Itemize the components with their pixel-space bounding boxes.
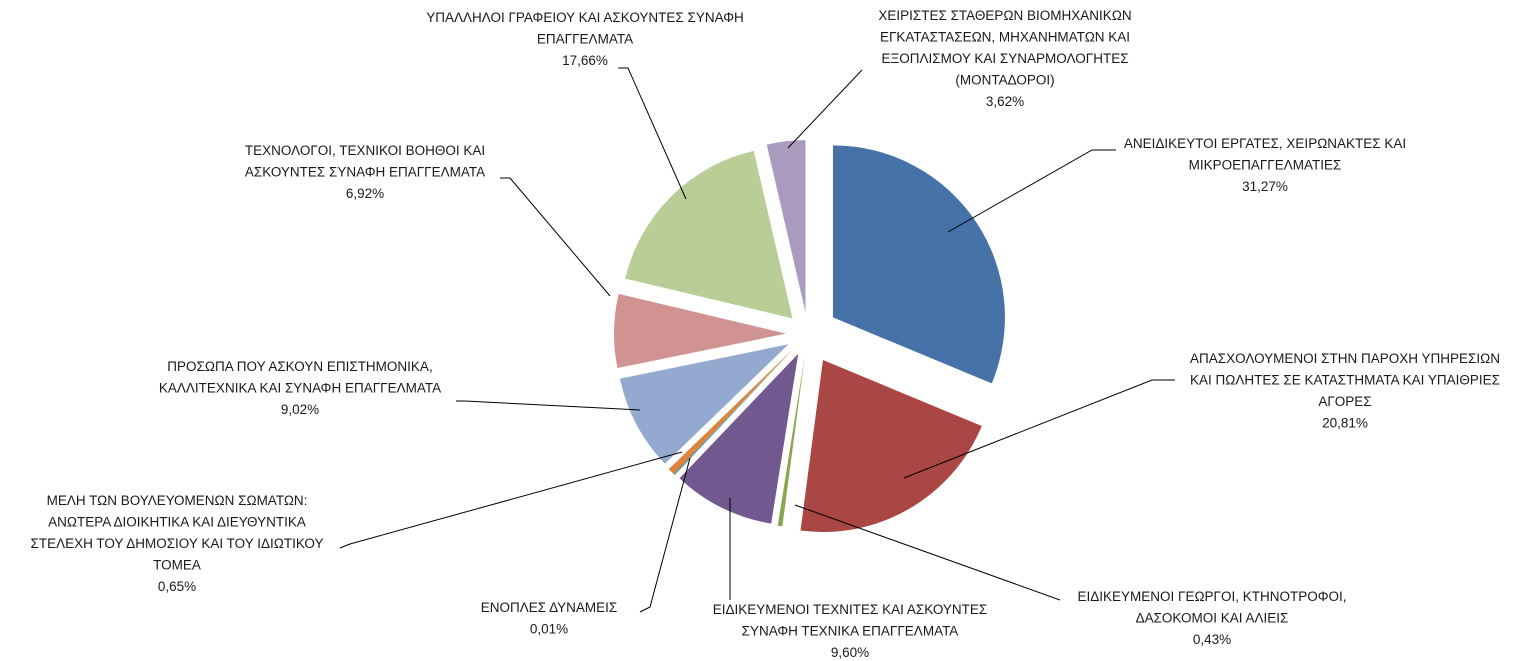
slice-value-label: 6,92% <box>346 186 384 201</box>
pie-slice <box>777 355 805 527</box>
leader-line <box>500 177 611 297</box>
slice-category-label: ΑΓΟΡΕΣ <box>1318 394 1371 409</box>
pie-slice <box>620 344 789 464</box>
slice-category-label: ΑΝΕΙΔΙΚΕΥΤΟΙ ΕΡΓΑΤΕΣ, ΧΕΙΡΩΝΑΚΤΕΣ ΚΑΙ <box>1124 136 1406 151</box>
leader-lines <box>339 67 1175 613</box>
pie-slice <box>679 353 799 524</box>
slice-value-label: 20,81% <box>1322 416 1368 431</box>
slice-category-label: ΚΑΛΛΙΤΕΧΝΙΚΑ ΚΑΙ ΣΥΝΑΦΗ ΕΠΑΓΓΕΛΜΑΤΑ <box>159 381 441 396</box>
leader-line <box>339 451 683 549</box>
slice-label: ΕΙΔΙΚΕΥΜΕΝΟΙ ΤΕΧΝΙΤΕΣ ΚΑΙ ΑΣΚΟΥΝΤΕΣ ΣΥΝΑΦ… <box>713 602 988 660</box>
leader-line <box>639 457 691 613</box>
slice-category-label: ΤΕΧΝΟΛΟΓΟΙ, ΤΕΧΝΙΚΟΙ ΒΟΗΘΟΙ ΚΑΙ <box>245 143 485 158</box>
slice-category-label: ΔΑΣΟΚΟΜΟΙ ΚΑΙ ΑΛΙΕΙΣ <box>1136 611 1289 626</box>
slice-category-label: ΕΞΟΠΛΙΣΜΟΥ ΚΑΙ ΣΥΝΑΡΜΟΛΟΓΗΤΕΣ <box>881 51 1128 66</box>
slice-category-label: ΕΙΔΙΚΕΥΜΕΝΟΙ ΤΕΧΝΙΤΕΣ ΚΑΙ ΑΣΚΟΥΝΤΕΣ <box>713 602 988 617</box>
slice-category-label: ΚΑΙ ΠΩΛΗΤΕΣ ΣΕ ΚΑΤΑΣΤΗΜΑΤΑ ΚΑΙ ΥΠΑΙΘΡΙΕΣ <box>1190 373 1500 388</box>
slice-category-label: ΑΠΑΣΧΟΛΟΥΜΕΝΟΙ ΣΤΗΝ ΠΑΡΟΧΗ ΥΠΗΡΕΣΙΩΝ <box>1190 351 1500 366</box>
pie-slice <box>766 140 806 313</box>
slice-label: ΤΕΧΝΟΛΟΓΟΙ, ΤΕΧΝΙΚΟΙ ΒΟΗΘΟΙ ΚΑΙ ΑΣΚΟΥΝΤΕΣ… <box>245 143 485 201</box>
slice-label: ΕΝΟΠΛΕΣ ΔΥΝΑΜΕΙΣ 0,01% <box>481 600 618 637</box>
slice-value-label: 0,01% <box>530 622 568 637</box>
slice-value-label: 0,65% <box>158 579 196 594</box>
slice-labels: ΑΝΕΙΔΙΚΕΥΤΟΙ ΕΡΓΑΤΕΣ, ΧΕΙΡΩΝΑΚΤΕΣ ΚΑΙ ΜΙΚ… <box>30 8 1500 660</box>
slice-category-label: ΜΕΛΗ ΤΩΝ ΒΟΥΛΕΥΟΜΕΝΩΝ ΣΩΜΑΤΩΝ: <box>47 493 308 508</box>
slice-category-label: ΕΙΔΙΚΕΥΜΕΝΟΙ ΓΕΩΡΓΟΙ, ΚΤΗΝΟΤΡΟΦΟΙ, <box>1077 589 1346 604</box>
pie-slice <box>832 145 1005 384</box>
leader-line <box>456 400 641 411</box>
leader-line <box>618 67 687 200</box>
slice-label: ΥΠΑΛΛΗΛΟΙ ΓΡΑΦΕΙΟΥ ΚΑΙ ΑΣΚΟΥΝΤΕΣ ΣΥΝΑΦΗ Ε… <box>426 10 744 68</box>
slice-category-label: ΑΝΩΤΕΡΑ ΔΙΟΙΚΗΤΙΚΑ ΚΑΙ ΔΙΕΥΘΥΝΤΙΚΑ <box>48 515 306 530</box>
slice-label: ΜΕΛΗ ΤΩΝ ΒΟΥΛΕΥΟΜΕΝΩΝ ΣΩΜΑΤΩΝ: ΑΝΩΤΕΡΑ ΔΙ… <box>30 493 323 594</box>
pie-slice <box>614 293 787 369</box>
slice-value-label: 3,62% <box>986 94 1024 109</box>
leader-line <box>787 69 863 149</box>
leader-line <box>903 379 1175 479</box>
slice-category-label: ΕΠΑΓΓΕΛΜΑΤΑ <box>537 32 633 47</box>
slice-category-label: ΧΕΙΡΙΣΤΕΣ ΣΤΑΘΕΡΩΝ ΒΙΟΜΗΧΑΝΙΚΩΝ <box>878 8 1131 23</box>
pie-slice <box>625 150 793 319</box>
slice-label: ΧΕΙΡΙΣΤΕΣ ΣΤΑΘΕΡΩΝ ΒΙΟΜΗΧΑΝΙΚΩΝ ΕΓΚΑΤΑΣΤΑ… <box>878 8 1131 109</box>
slice-value-label: 17,66% <box>562 53 608 68</box>
pie-slice <box>668 349 793 475</box>
slice-value-label: 0,43% <box>1193 632 1231 647</box>
slice-category-label: ΥΠΑΛΛΗΛΟΙ ΓΡΑΦΕΙΟΥ ΚΑΙ ΑΣΚΟΥΝΤΕΣ ΣΥΝΑΦΗ <box>426 10 744 25</box>
slice-value-label: 9,02% <box>281 402 319 417</box>
slice-category-label: ΤΟΜΕΑ <box>153 558 201 573</box>
slice-label: ΕΙΔΙΚΕΥΜΕΝΟΙ ΓΕΩΡΓΟΙ, ΚΤΗΝΟΤΡΟΦΟΙ, ΔΑΣΟΚΟ… <box>1077 589 1346 647</box>
slice-category-label: ΣΥΝΑΦΗ ΤΕΧΝΙΚΑ ΕΠΑΓΓΕΛΜΑΤΑ <box>742 624 959 639</box>
leader-line <box>947 149 1116 233</box>
slice-category-label: ΣΤΕΛΕΧΗ ΤΟΥ ΔΗΜΟΣΙΟΥ ΚΑΙ ΤΟΥ ΙΔΙΩΤΙΚΟΥ <box>30 536 323 551</box>
slice-category-label: ΠΡΟΣΩΠΑ ΠΟΥ ΑΣΚΟΥΝ ΕΠΙΣΤΗΜΟΝΙΚΑ, <box>167 359 432 374</box>
pie-slices <box>614 140 1005 532</box>
slice-value-label: 9,60% <box>831 645 869 660</box>
slice-category-label: (ΜΟΝΤΑΔΟΡΟΙ) <box>955 73 1054 88</box>
leader-line <box>794 504 1061 601</box>
slice-label: ΑΝΕΙΔΙΚΕΥΤΟΙ ΕΡΓΑΤΕΣ, ΧΕΙΡΩΝΑΚΤΕΣ ΚΑΙ ΜΙΚ… <box>1124 136 1406 194</box>
pie-slice <box>800 359 982 532</box>
slice-category-label: ΕΓΚΑΤΑΣΤΑΣΕΩΝ, ΜΗΧΑΝΗΜΑΤΩΝ ΚΑΙ <box>880 30 1130 45</box>
slice-category-label: ΕΝΟΠΛΕΣ ΔΥΝΑΜΕΙΣ <box>481 600 618 615</box>
slice-value-label: 31,27% <box>1242 179 1288 194</box>
slice-category-label: ΑΣΚΟΥΝΤΕΣ ΣΥΝΑΦΗ ΕΠΑΓΓΕΛΜΑΤΑ <box>245 165 485 180</box>
pie-slice <box>673 349 793 475</box>
slice-category-label: ΜΙΚΡΟΕΠΑΓΓΕΛΜΑΤΙΕΣ <box>1189 158 1342 173</box>
slice-label: ΠΡΟΣΩΠΑ ΠΟΥ ΑΣΚΟΥΝ ΕΠΙΣΤΗΜΟΝΙΚΑ, ΚΑΛΛΙΤΕΧ… <box>159 359 441 417</box>
slice-label: ΑΠΑΣΧΟΛΟΥΜΕΝΟΙ ΣΤΗΝ ΠΑΡΟΧΗ ΥΠΗΡΕΣΙΩΝ ΚΑΙ … <box>1190 351 1500 431</box>
